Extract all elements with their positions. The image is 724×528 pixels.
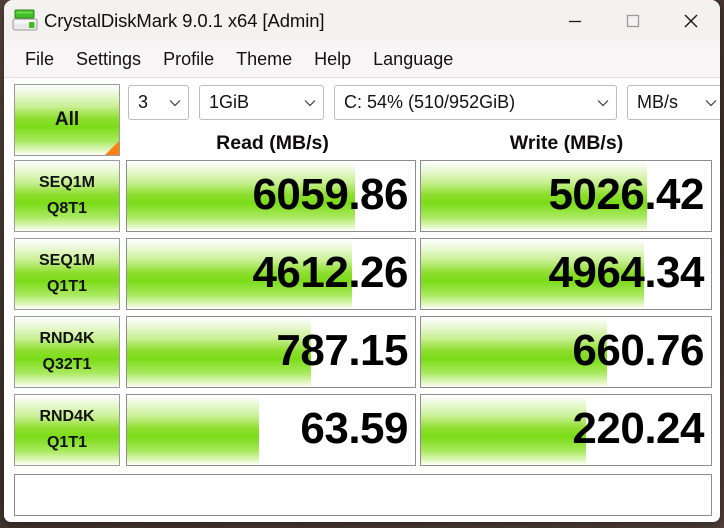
write-column-header: Write (MB/s)	[509, 131, 624, 154]
menu-item-help[interactable]: Help	[314, 48, 352, 69]
menu-item-theme[interactable]: Theme	[236, 48, 293, 69]
chevron-down-icon	[705, 99, 717, 107]
result-cell-read-3[interactable]: 63.59	[126, 394, 416, 466]
test-pattern-label: RND4K	[39, 407, 95, 425]
menu-item-profile[interactable]: Profile	[163, 48, 215, 69]
menu-item-file[interactable]: File	[25, 48, 55, 69]
test-settings-group: 3 1GiB C: 54% (510/952GiB)	[128, 85, 720, 120]
result-bar-read-3	[127, 395, 260, 465]
test-count-dropdown[interactable]: 3	[128, 85, 189, 120]
unit-dropdown[interactable]: MB/s	[627, 85, 720, 120]
result-value-write-3: 220.24	[572, 404, 704, 454]
result-bar-read-0	[127, 161, 355, 231]
test-queue-label: Q8T1	[46, 199, 87, 217]
result-cell-write-0[interactable]: 5026.42	[420, 160, 712, 232]
test-pattern-label: RND4K	[39, 329, 95, 347]
column-headers: Read (MB/s) Write (MB/s)	[14, 128, 712, 158]
test-pattern-label: SEQ1M	[38, 173, 95, 191]
test-queue-label: Q32T1	[42, 355, 92, 373]
main-content: All 3 1GiB	[4, 78, 720, 522]
test-count-value: 3	[138, 92, 149, 112]
result-cell-write-3[interactable]: 220.24	[420, 394, 712, 466]
test-button-seq1m-q1t1[interactable]: SEQ1M Q1T1	[14, 238, 120, 310]
result-bar-read-1	[127, 239, 352, 309]
menu-bar: File Settings Profile Theme Help Languag…	[4, 41, 720, 78]
maximize-button[interactable]	[604, 0, 662, 41]
table-row: RND4K Q1T1 63.59 220.24	[14, 394, 712, 468]
table-row: RND4K Q32T1 787.15 660.76	[14, 316, 712, 390]
result-cell-read-1[interactable]: 4612.26	[126, 238, 416, 310]
menu-item-language[interactable]: Language	[373, 48, 454, 69]
read-column-header: Read (MB/s)	[216, 131, 329, 154]
result-value-read-1: 4612.26	[252, 248, 408, 298]
test-queue-label: Q1T1	[46, 277, 87, 295]
window-title: CrystalDiskMark 9.0.1 x64 [Admin]	[44, 9, 325, 31]
result-value-read-0: 6059.86	[252, 170, 408, 220]
test-button-seq1m-q8t1[interactable]: SEQ1M Q8T1	[14, 160, 120, 232]
crystaldiskmark-icon	[10, 6, 40, 36]
result-value-read-2: 787.15	[276, 326, 408, 376]
window-controls	[546, 0, 720, 41]
result-bar-read-2	[127, 317, 312, 387]
unit-value: MB/s	[637, 92, 679, 112]
result-value-read-3: 63.59	[300, 404, 408, 454]
result-cell-read-0[interactable]: 6059.86	[126, 160, 416, 232]
test-size-value: 1GiB	[209, 92, 250, 112]
menu-item-settings[interactable]: Settings	[76, 48, 142, 69]
test-pattern-label: SEQ1M	[38, 251, 95, 269]
result-value-write-2: 660.76	[572, 326, 704, 376]
target-drive-value: C: 54% (510/952GiB)	[344, 92, 516, 112]
result-bar-write-0	[421, 161, 648, 231]
target-drive-dropdown[interactable]: C: 54% (510/952GiB)	[334, 85, 617, 120]
result-value-write-0: 5026.42	[548, 170, 704, 220]
chevron-down-icon	[597, 99, 609, 107]
table-row: SEQ1M Q1T1 4612.26 4964.34	[14, 238, 712, 312]
title-bar: CrystalDiskMark 9.0.1 x64 [Admin]	[4, 0, 720, 41]
test-button-rnd4k-q32t1[interactable]: RND4K Q32T1	[14, 316, 120, 388]
result-bar-write-2	[421, 317, 607, 387]
chevron-down-icon	[169, 99, 181, 107]
chevron-down-icon	[304, 99, 316, 107]
test-queue-label: Q1T1	[46, 433, 87, 451]
result-value-write-1: 4964.34	[548, 248, 704, 298]
result-bar-write-1	[421, 239, 645, 309]
minimize-button[interactable]	[546, 0, 604, 41]
status-bar	[14, 474, 712, 516]
crystaldiskmark-window: CrystalDiskMark 9.0.1 x64 [Admin] File S…	[4, 0, 720, 522]
result-cell-read-2[interactable]: 787.15	[126, 316, 416, 388]
toolbar: All 3 1GiB	[14, 84, 720, 158]
results-grid: SEQ1M Q8T1 6059.86 5026.42 SEQ1M	[14, 160, 712, 472]
test-size-dropdown[interactable]: 1GiB	[199, 85, 324, 120]
result-cell-write-2[interactable]: 660.76	[420, 316, 712, 388]
result-cell-write-1[interactable]: 4964.34	[420, 238, 712, 310]
run-all-button[interactable]: All	[14, 84, 120, 156]
run-all-label: All	[54, 109, 80, 130]
table-row: SEQ1M Q8T1 6059.86 5026.42	[14, 160, 712, 234]
result-bar-write-3	[421, 395, 587, 465]
profile-corner-indicator	[105, 141, 119, 155]
test-button-rnd4k-q1t1[interactable]: RND4K Q1T1	[14, 394, 120, 466]
close-button[interactable]	[662, 0, 720, 41]
